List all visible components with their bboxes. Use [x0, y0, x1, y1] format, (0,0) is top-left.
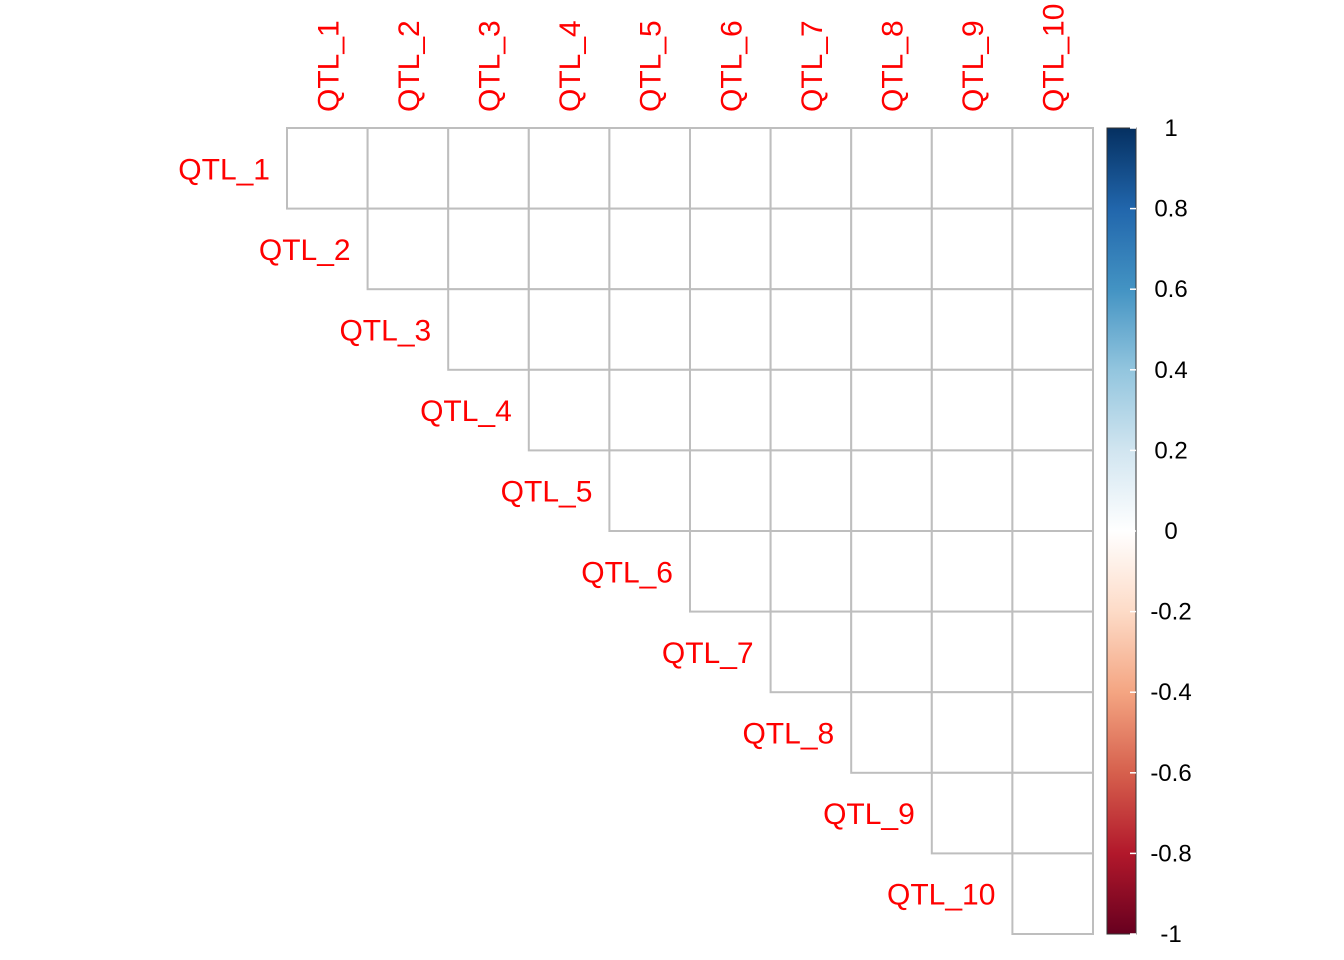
matrix-cell — [1011, 207, 1095, 291]
matrix-cell — [930, 127, 1014, 210]
row-label: QTL_5 — [501, 476, 593, 509]
matrix-cell — [850, 449, 933, 532]
matrix-cell — [850, 288, 933, 371]
matrix-cell — [1011, 771, 1095, 855]
matrix-cell — [689, 127, 772, 210]
matrix-cell — [930, 449, 1014, 532]
column-label: QTL_7 — [796, 20, 829, 112]
matrix-cell — [850, 530, 933, 613]
matrix-cell — [1011, 610, 1095, 694]
matrix-cell — [850, 127, 933, 210]
matrix-cell — [608, 127, 692, 210]
row-label: QTL_10 — [887, 879, 995, 912]
matrix-cell — [769, 449, 853, 532]
column-label: QTL_8 — [877, 20, 910, 112]
matrix-cell — [608, 207, 692, 291]
matrix-cell — [366, 207, 450, 291]
color-legend-ticks: 1 0.8 0.6 0.4 0.2 0 -0.2 -0.4 -0.6 -0.8 -1 — [1130, 115, 1192, 948]
matrix-cell — [1011, 852, 1095, 936]
matrix-cell — [1011, 449, 1095, 532]
matrix-cell — [689, 530, 772, 613]
row-label: QTL_1 — [178, 153, 270, 186]
row-label: QTL_3 — [339, 315, 431, 348]
color-legend-tick-label: -1 — [1160, 921, 1181, 948]
row-label: QTL_2 — [259, 234, 351, 267]
matrix-cell — [1011, 691, 1095, 774]
column-label: QTL_4 — [554, 20, 587, 112]
matrix-cell — [1011, 127, 1095, 210]
matrix-cell — [769, 288, 853, 371]
matrix-cell — [850, 691, 933, 774]
matrix-cell — [689, 368, 772, 452]
color-legend-tick-label: 1 — [1164, 115, 1177, 142]
color-legend-tick-label: -0.6 — [1150, 760, 1191, 787]
color-legend-tick-label: 0.2 — [1154, 437, 1187, 464]
matrix-cell — [930, 288, 1014, 371]
matrix-cell — [366, 127, 450, 210]
matrix-cell — [447, 207, 530, 291]
matrix-cell — [850, 207, 933, 291]
column-label: QTL_2 — [393, 20, 426, 112]
color-legend-tick-label: -0.8 — [1150, 840, 1191, 867]
column-labels: QTL_1 QTL_2 QTL_3 QTL_4 QTL_5 QTL_6 QTL_7 QTL_8… — [312, 4, 1070, 112]
matrix-cell — [930, 691, 1014, 774]
matrix-cell — [608, 449, 692, 532]
column-label: QTL_10 — [1038, 4, 1071, 112]
matrix-cell — [769, 207, 853, 291]
matrix-cell — [930, 610, 1014, 694]
color-legend-tick-label: 0.6 — [1154, 276, 1187, 303]
matrix-cell — [769, 368, 853, 452]
color-legend-tick-label: 0.8 — [1154, 196, 1187, 223]
row-label: QTL_9 — [823, 798, 915, 831]
color-legend-tick-label: 0.4 — [1154, 357, 1187, 384]
color-legend-tick-label: -0.2 — [1150, 599, 1191, 626]
matrix-cell — [527, 288, 611, 371]
row-label: QTL_8 — [742, 718, 834, 751]
row-label: QTL_7 — [662, 637, 754, 670]
row-labels: QTL_1 QTL_2 QTL_3 QTL_4 QTL_5 QTL_6 QTL_7 QTL_8… — [178, 153, 995, 911]
matrix-cell — [608, 288, 692, 371]
color-legend: 1 0.8 0.6 0.4 0.2 0 -0.2 -0.4 -0.6 -0.8 -1 — [1106, 115, 1192, 948]
matrix-cell — [689, 449, 772, 532]
row-label: QTL_6 — [581, 556, 673, 589]
matrix-cell — [689, 288, 772, 371]
color-legend-tick-label: 0 — [1164, 518, 1177, 545]
matrix-cell — [850, 610, 933, 694]
column-label: QTL_3 — [474, 20, 507, 112]
matrix-cell — [930, 368, 1014, 452]
matrix-cell — [286, 127, 369, 210]
matrix-cell — [930, 530, 1014, 613]
matrix-cell — [527, 207, 611, 291]
matrix-cell — [769, 530, 853, 613]
color-legend-tick-label: -0.4 — [1150, 679, 1191, 706]
row-label: QTL_4 — [420, 395, 512, 428]
matrix-cell — [930, 771, 1014, 855]
matrix-cell — [1011, 288, 1095, 371]
matrix-cell — [769, 610, 853, 694]
matrix-cell — [1011, 368, 1095, 452]
matrix-cells — [286, 127, 1095, 936]
matrix-cell — [447, 288, 530, 371]
column-label: QTL_5 — [635, 20, 668, 112]
matrix-cell — [1011, 530, 1095, 613]
matrix-cell — [689, 207, 772, 291]
matrix-cell — [769, 127, 853, 210]
column-label: QTL_9 — [957, 20, 990, 112]
matrix-cell — [447, 127, 530, 210]
matrix-cell — [850, 368, 933, 452]
matrix-cell — [527, 368, 611, 452]
column-label: QTL_6 — [715, 20, 748, 112]
matrix-cell — [527, 127, 611, 210]
matrix-cell — [930, 207, 1014, 291]
column-label: QTL_1 — [312, 20, 345, 112]
matrix-cell — [608, 368, 692, 452]
